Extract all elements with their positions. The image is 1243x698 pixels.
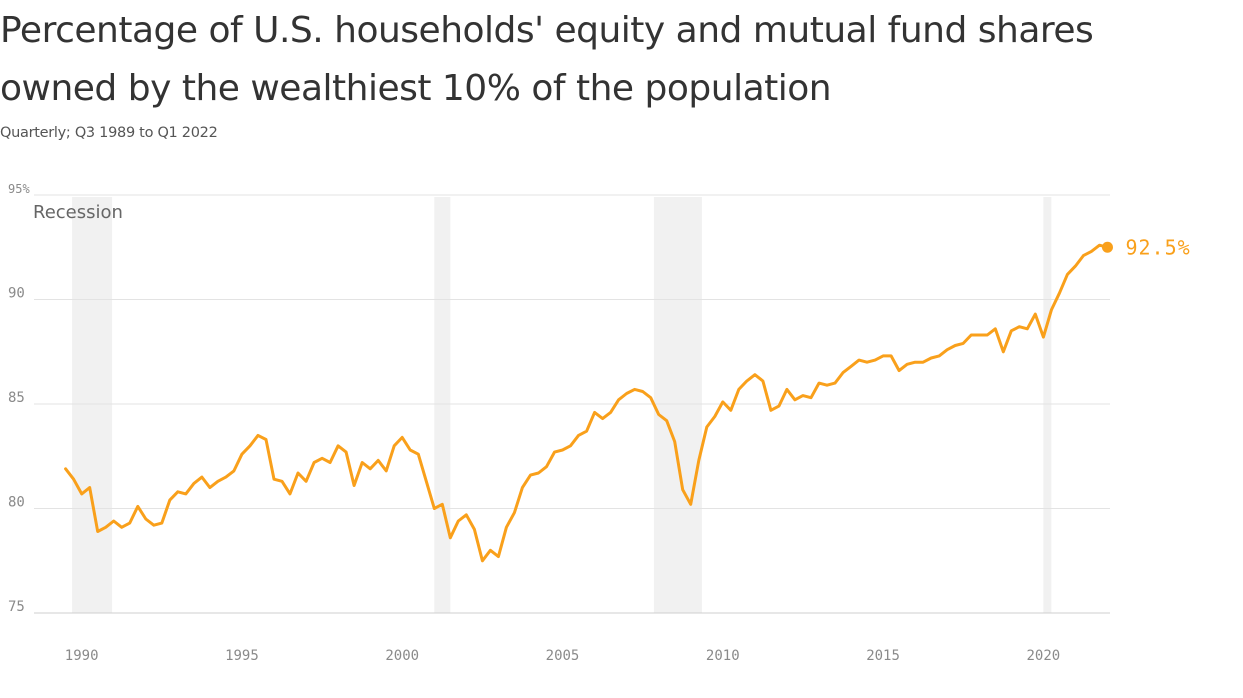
x-tick-label-2015: 2015 <box>866 648 900 664</box>
series <box>64 243 1109 563</box>
x-tick-label-2000: 2000 <box>385 648 419 664</box>
recession-band-4 <box>1043 197 1052 613</box>
y-tick-label-95: 95% <box>8 182 30 196</box>
end-annotation: 92.5% <box>1101 235 1190 259</box>
x-tick-label-2020: 2020 <box>1027 648 1061 664</box>
y-tick-label-90: 90 <box>8 286 25 302</box>
recession-band-3 <box>653 197 702 613</box>
x-tick-label-2010: 2010 <box>706 648 740 664</box>
chart-subtitle: Quarterly; Q3 1989 to Q1 2022 <box>0 125 218 141</box>
chart-title: Percentage of U.S. households' equity an… <box>0 10 1094 109</box>
x-tick-label-1995: 1995 <box>225 648 259 664</box>
y-tick-label-85: 85 <box>8 390 25 406</box>
recession-band-2 <box>434 197 451 613</box>
y-tick-label-75: 75 <box>8 599 25 615</box>
x-tick-label-2005: 2005 <box>546 648 580 664</box>
x-axis: 1990 1995 2000 2005 2010 2015 2020 <box>65 648 1060 664</box>
end-point <box>1101 241 1113 253</box>
recession-label: Recession <box>33 202 123 223</box>
y-tick-label-80: 80 <box>8 495 25 511</box>
gridlines: 95% 90 85 80 75 <box>8 182 1110 615</box>
end-value-label: 92.5% <box>1125 235 1190 259</box>
recession-band-1 <box>72 197 113 613</box>
recession-bands <box>72 197 1052 613</box>
series-line-1 <box>64 243 1109 563</box>
x-tick-label-1990: 1990 <box>65 648 99 664</box>
